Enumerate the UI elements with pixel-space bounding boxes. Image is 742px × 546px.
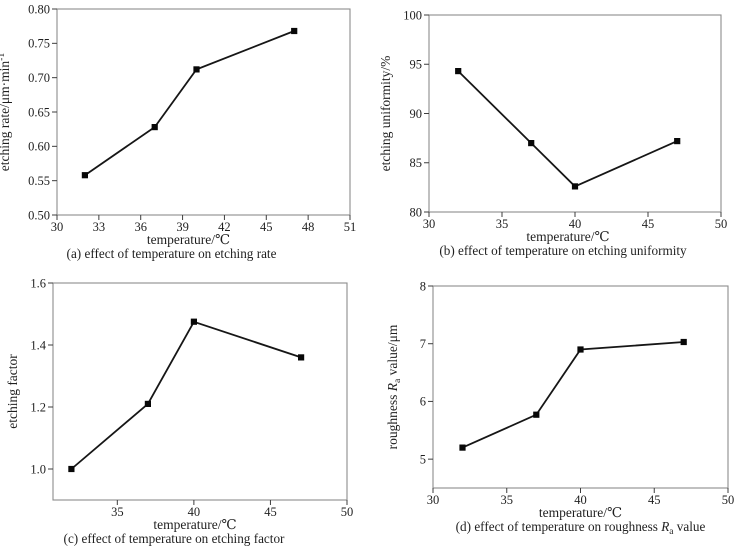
chart-a-etching-rate: 30 33 36 39 42 45 48 51 0.50 0.55 0.60 0.65 0.70 0.75… bbox=[0, 0, 371, 273]
series-line bbox=[457, 70, 678, 188]
y-tick-label: 0.60 bbox=[28, 140, 50, 154]
y-tick-label: 0.75 bbox=[28, 37, 50, 51]
x-tick-label: 45 bbox=[648, 493, 661, 507]
x-axis-title: temperature/℃ bbox=[539, 505, 622, 520]
y-tick-label: 0.50 bbox=[28, 208, 50, 222]
y-tick-label: 6 bbox=[420, 395, 426, 409]
series-line bbox=[70, 320, 302, 470]
x-tick-label: 35 bbox=[496, 217, 509, 231]
x-tick-label: 50 bbox=[341, 505, 354, 519]
x-tick-label: 45 bbox=[642, 217, 655, 231]
data-point-marker bbox=[455, 68, 462, 75]
y-axis-title: etching rate/μm·min-1 bbox=[0, 53, 12, 172]
y-tick-label: 80 bbox=[410, 205, 423, 219]
x-tick-label: 50 bbox=[722, 493, 735, 507]
y-tick-label: 0.55 bbox=[28, 174, 50, 188]
chart-d-roughness: 30 35 40 45 50 5 6 7 8 temperature/℃ (d) effect of… bbox=[371, 273, 742, 546]
plot-frame bbox=[56, 8, 351, 216]
y-axis-title: etching factor bbox=[5, 354, 20, 429]
x-axis-title: temperature/℃ bbox=[153, 517, 236, 532]
chart-b-etching-uniformity: 30 35 40 45 50 80 85 90 95 100 temperature/℃ (b) ef… bbox=[371, 0, 742, 273]
data-point-marker bbox=[571, 183, 579, 190]
data-point-marker bbox=[291, 27, 298, 35]
data-point-marker bbox=[528, 140, 535, 147]
y-tick-label: 7 bbox=[420, 337, 426, 351]
x-axis-title: temperature/℃ bbox=[526, 229, 609, 244]
chart-caption: (b) effect of temperature on etching uni… bbox=[439, 243, 687, 258]
chart-c-etching-factor: 35 40 45 50 1.0 1.2 1.4 1.6 temperature/℃ (c) eff… bbox=[0, 273, 371, 546]
y-tick-label: 1.4 bbox=[30, 338, 46, 352]
y-tick-label: 0.80 bbox=[28, 2, 50, 16]
x-tick-label: 33 bbox=[93, 220, 106, 234]
y-tick-label: 0.70 bbox=[28, 71, 50, 85]
chart-caption: (c) effect of temperature on etching fac… bbox=[64, 531, 285, 546]
y-tick-label: 1.6 bbox=[30, 276, 46, 290]
data-point-marker bbox=[577, 346, 584, 353]
plot-frame bbox=[52, 282, 348, 501]
data-point-marker bbox=[298, 354, 305, 361]
chart-c-svg: 35 40 45 50 1.0 1.2 1.4 1.6 temperature/℃(c) eff… bbox=[5, 276, 354, 546]
chart-caption: (d) effect of temperature on roughness R… bbox=[456, 519, 706, 537]
data-point-marker bbox=[533, 411, 540, 418]
data-point-marker bbox=[674, 138, 681, 145]
series-line bbox=[462, 341, 684, 449]
x-tick-label: 35 bbox=[501, 493, 514, 507]
y-tick-label: 5 bbox=[420, 452, 426, 466]
y-tick-label: 8 bbox=[420, 279, 426, 293]
y-axis-title: roughness Ra value/μm bbox=[385, 324, 403, 449]
data-point-marker bbox=[144, 400, 151, 407]
chart-a-svg: 30 33 36 39 42 45 48 51 0.50 0.55 0.60 0.65 0.70 0.75… bbox=[0, 2, 357, 261]
x-tick-label: 36 bbox=[134, 220, 147, 234]
x-tick-label: 35 bbox=[111, 505, 124, 519]
plot-frame bbox=[432, 285, 729, 489]
x-axis-title: temperature/℃ bbox=[147, 232, 230, 247]
data-point-marker bbox=[81, 172, 88, 179]
y-tick-label: 0.65 bbox=[28, 105, 50, 119]
y-tick-label: 100 bbox=[403, 8, 422, 22]
x-tick-label: 42 bbox=[218, 220, 231, 234]
x-tick-label: 39 bbox=[176, 220, 189, 234]
data-point-marker bbox=[190, 318, 197, 325]
y-axis-title: etching uniformity/% bbox=[378, 56, 393, 172]
x-tick-label: 48 bbox=[302, 220, 315, 234]
series-line bbox=[84, 30, 295, 176]
plot-frame bbox=[428, 14, 722, 213]
x-tick-label: 30 bbox=[427, 493, 440, 507]
x-tick-label: 40 bbox=[574, 493, 587, 507]
x-tick-label: 40 bbox=[188, 505, 201, 519]
y-tick-label: 95 bbox=[410, 58, 423, 72]
x-tick-label: 45 bbox=[260, 220, 273, 234]
data-point-marker bbox=[193, 66, 200, 73]
data-point-marker bbox=[680, 338, 687, 346]
y-tick-label: 1.0 bbox=[30, 462, 46, 476]
y-tick-label: 85 bbox=[410, 156, 423, 170]
x-tick-label: 30 bbox=[423, 217, 436, 231]
y-tick-label: 1.2 bbox=[30, 400, 46, 414]
data-point-marker bbox=[459, 444, 466, 451]
chart-b-svg: 30 35 40 45 50 80 85 90 95 100 temperature/℃(b) ef… bbox=[378, 8, 728, 258]
x-tick-label: 40 bbox=[569, 217, 582, 231]
chart-caption: (a) effect of temperature on etching rat… bbox=[67, 246, 277, 261]
x-tick-label: 51 bbox=[344, 220, 357, 234]
x-tick-label: 45 bbox=[264, 505, 277, 519]
x-tick-label: 30 bbox=[51, 220, 64, 234]
x-tick-label: 50 bbox=[715, 217, 728, 231]
y-tick-label: 90 bbox=[410, 107, 423, 121]
chart-d-svg: 30 35 40 45 50 5 6 7 8 temperature/℃(d) effect of… bbox=[385, 279, 735, 537]
data-point-marker bbox=[68, 465, 75, 473]
data-point-marker bbox=[151, 124, 158, 131]
